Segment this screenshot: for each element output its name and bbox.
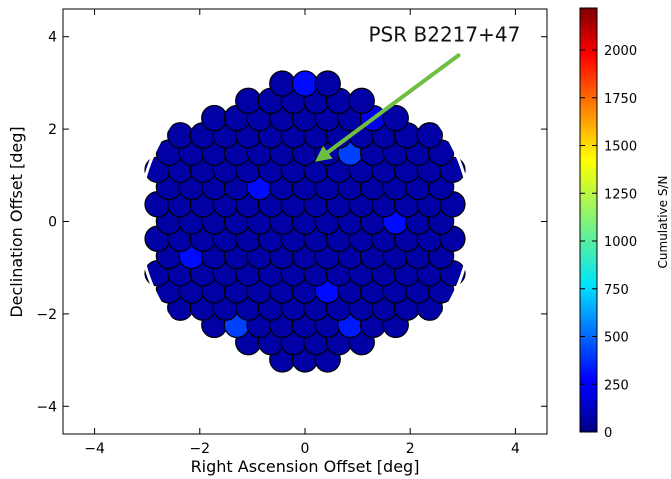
- beam-marker: [201, 104, 228, 132]
- annotation-arrow: [325, 53, 461, 155]
- colorbar-tick-label: 1250: [604, 187, 637, 202]
- y-tick-label: 2: [48, 122, 57, 138]
- colorbar-label: Cumulative S/N: [656, 176, 670, 269]
- plot-area: PSR B2217+47: [62, 8, 548, 435]
- colorbar-tick-label: 750: [604, 283, 629, 298]
- beam-marker: [269, 70, 296, 97]
- beam-marker: [314, 70, 341, 97]
- x-tick-label: 2: [406, 441, 415, 457]
- x-axis-label: Right Ascension Offset [deg]: [191, 457, 420, 476]
- colorbar-tick-label: 2000: [604, 44, 637, 59]
- colorbar-tick-label: 250: [604, 378, 629, 393]
- y-tick-label: −2: [36, 307, 57, 323]
- colorbar-tick-label: 1750: [604, 92, 637, 107]
- colorbar: 0 250 500 750 1000 1250 1500 1750 2000 Cumulativ…: [579, 7, 670, 441]
- beam-marker: [291, 70, 319, 97]
- colorbar-gradient: [579, 7, 598, 433]
- y-tick-label: −4: [36, 399, 57, 415]
- beam-group: [144, 70, 466, 373]
- x-tick-label: 4: [511, 441, 520, 457]
- y-axis-label: Declination Offset [deg]: [7, 126, 26, 317]
- colorbar-tick-label: 500: [604, 331, 629, 346]
- x-tick-label: −4: [84, 441, 105, 457]
- beam-marker: [235, 87, 262, 115]
- x-tick-label: 0: [301, 441, 310, 457]
- colorbar-tick-label: 1000: [604, 235, 637, 250]
- colorbar-tick-label: 0: [604, 426, 612, 441]
- x-axis: −4 −2 0 2 4: [84, 9, 520, 457]
- annotation-text: PSR B2217+47: [368, 22, 520, 46]
- y-tick-label: 0: [48, 215, 57, 231]
- x-tick-label: −2: [189, 441, 210, 457]
- colorbar-ticks: 0 250 500 750 1000 1250 1500 1750 2000: [580, 44, 637, 441]
- beam-marker: [167, 122, 194, 149]
- beam-marker: [382, 104, 409, 132]
- y-tick-label: 4: [48, 30, 57, 46]
- colorbar-tick-label: 1500: [604, 140, 637, 155]
- beam-marker: [416, 122, 443, 149]
- beam-marker: [348, 87, 375, 115]
- fov-circle: [137, 54, 473, 389]
- y-axis: −4 −2 0 2 4: [36, 30, 547, 415]
- annotation-arrowhead: [315, 145, 333, 162]
